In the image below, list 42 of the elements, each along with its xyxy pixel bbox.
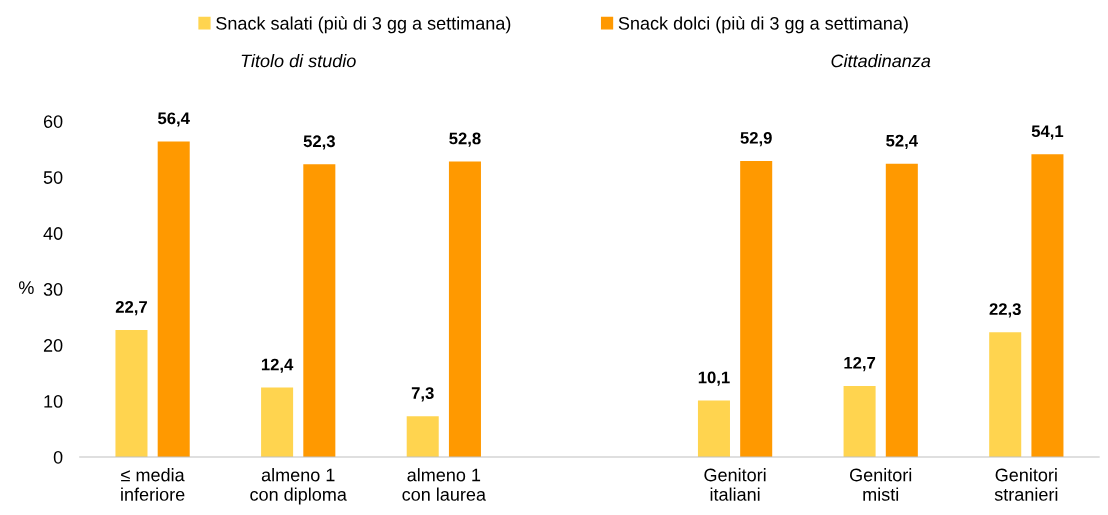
bar bbox=[885, 163, 918, 458]
data-label: 52,8 bbox=[449, 132, 481, 147]
data-label: 56,4 bbox=[158, 112, 190, 127]
data-label: 52,4 bbox=[886, 134, 918, 149]
data-label: 22,3 bbox=[989, 303, 1021, 318]
x-tick-label: Genitori stranieri bbox=[994, 468, 1058, 501]
x-tick-label: Genitori misti bbox=[850, 468, 912, 501]
y-tick-label: 0 bbox=[53, 450, 63, 464]
y-axis-title: % bbox=[18, 281, 34, 294]
data-label: 10,1 bbox=[698, 371, 730, 386]
y-tick-label: 40 bbox=[43, 227, 63, 240]
legend-label: Snack dolci (più di 3 gg a settimana) bbox=[618, 16, 908, 34]
bar bbox=[157, 141, 190, 458]
data-label: 22,7 bbox=[115, 300, 147, 316]
bar bbox=[843, 385, 876, 458]
data-label: 52,3 bbox=[303, 135, 335, 150]
bar bbox=[406, 416, 439, 458]
bar bbox=[697, 400, 730, 458]
data-label: 52,9 bbox=[740, 131, 772, 147]
legend-label: Snack salati (più di 3 gg a settimana) bbox=[216, 16, 511, 34]
bar bbox=[115, 329, 148, 458]
text: Titolo di studio bbox=[241, 54, 356, 68]
x-tick-label: almeno 1 con laurea bbox=[402, 468, 486, 501]
data-label: 54,1 bbox=[1031, 125, 1064, 140]
bar bbox=[989, 332, 1022, 458]
y-tick-label: 10 bbox=[44, 394, 63, 408]
bar bbox=[740, 160, 773, 458]
bar bbox=[261, 387, 294, 458]
y-tick-label: 60 bbox=[43, 115, 63, 128]
x-tick-label: almeno 1 con diploma bbox=[250, 468, 347, 505]
x-tick-label: ≤ media inferiore bbox=[121, 468, 185, 501]
x-tick-label: Genitori italiani bbox=[704, 468, 766, 501]
data-label: 7,3 bbox=[411, 387, 434, 402]
data-label: 12,7 bbox=[844, 356, 876, 372]
bar bbox=[303, 164, 336, 458]
bar bbox=[1031, 154, 1064, 458]
data-label: 12,4 bbox=[261, 358, 294, 373]
bar bbox=[448, 161, 481, 458]
y-tick-label: 30 bbox=[43, 283, 63, 296]
y-tick-label: 50 bbox=[43, 171, 63, 184]
y-tick-label: 20 bbox=[43, 339, 63, 352]
text: Cittadinanza bbox=[831, 54, 931, 68]
